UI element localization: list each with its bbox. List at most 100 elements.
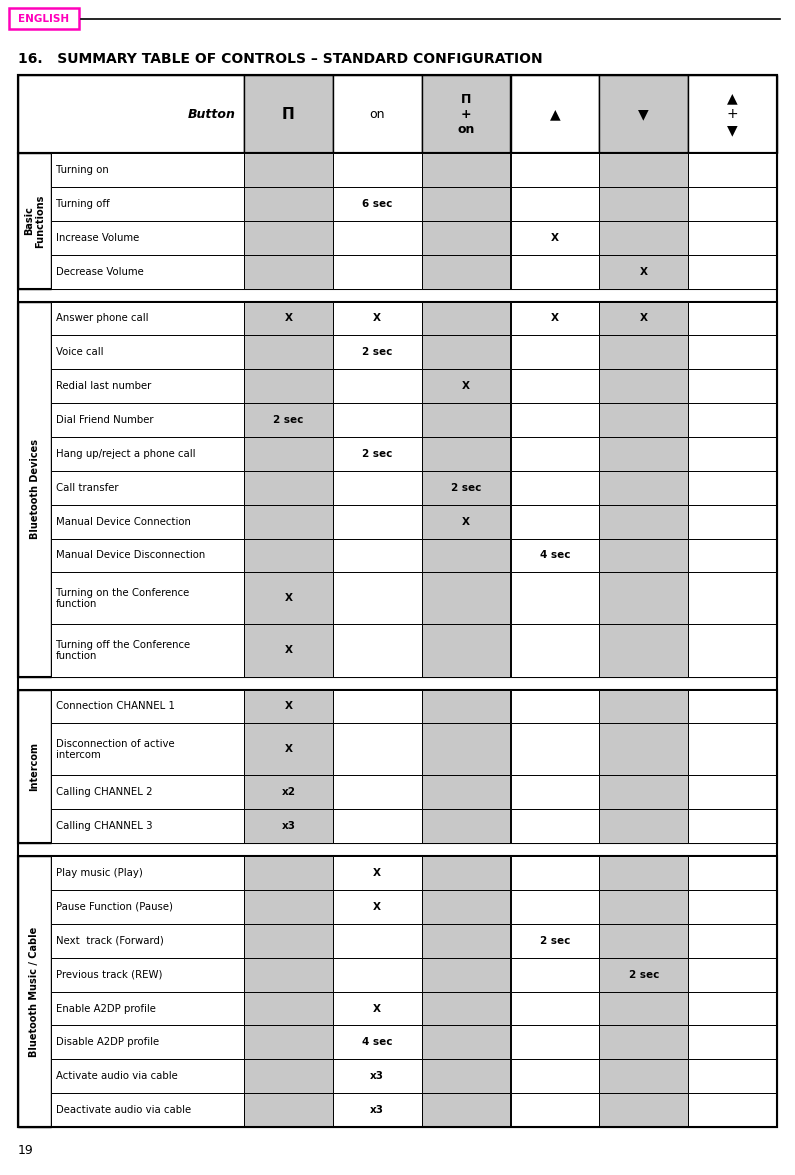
Bar (510, 369, 599, 403)
Bar (599, 1060, 688, 1093)
Text: X: X (285, 701, 293, 711)
Bar (510, 437, 599, 471)
Bar (333, 471, 421, 504)
Bar (244, 504, 333, 538)
Bar (51, 187, 244, 221)
Text: 4 sec: 4 sec (540, 550, 570, 560)
Bar (51, 221, 244, 255)
Bar (244, 810, 333, 844)
Bar (599, 187, 688, 221)
Bar (688, 255, 777, 289)
Bar (599, 572, 688, 624)
Bar (599, 369, 688, 403)
Bar (599, 776, 688, 810)
Text: Call transfer: Call transfer (56, 483, 118, 492)
Text: x3: x3 (281, 821, 296, 831)
Bar (688, 810, 777, 844)
Bar (244, 538, 333, 572)
Bar (244, 889, 333, 924)
Text: Activate audio via cable: Activate audio via cable (56, 1072, 178, 1081)
Bar (599, 255, 688, 289)
Text: 2 sec: 2 sec (629, 969, 659, 980)
Bar (333, 690, 421, 724)
Text: X: X (373, 1003, 382, 1014)
Bar (244, 776, 333, 810)
Bar (51, 857, 244, 889)
Bar (510, 776, 599, 810)
Text: 2 sec: 2 sec (273, 415, 304, 425)
Bar (244, 471, 333, 504)
Text: Turning off the Conference
function: Turning off the Conference function (56, 639, 190, 662)
Text: X: X (373, 868, 382, 878)
Bar (510, 724, 599, 776)
Bar (51, 724, 244, 776)
Bar (333, 924, 421, 958)
Bar (333, 369, 421, 403)
Text: Enable A2DP profile: Enable A2DP profile (56, 1003, 156, 1014)
Text: Play music (Play): Play music (Play) (56, 868, 143, 878)
Text: 2 sec: 2 sec (451, 483, 481, 492)
Bar (421, 403, 510, 437)
Bar (18, 857, 51, 1127)
Text: X: X (285, 645, 293, 656)
Bar (421, 302, 510, 335)
Bar (510, 403, 599, 437)
Bar (244, 255, 333, 289)
Bar (688, 889, 777, 924)
Bar (510, 153, 599, 187)
Bar (688, 958, 777, 992)
Bar (510, 1093, 599, 1127)
Text: Calling CHANNEL 2: Calling CHANNEL 2 (56, 787, 153, 798)
Text: Connection CHANNEL 1: Connection CHANNEL 1 (56, 701, 175, 711)
Bar (244, 958, 333, 992)
Bar (510, 924, 599, 958)
Bar (244, 1060, 333, 1093)
Bar (244, 369, 333, 403)
Bar (51, 1060, 244, 1093)
Bar (421, 335, 510, 369)
Bar (421, 690, 510, 724)
Bar (599, 153, 688, 187)
Bar (688, 776, 777, 810)
Bar (244, 437, 333, 471)
Bar (599, 810, 688, 844)
Bar (599, 335, 688, 369)
Bar (688, 1093, 777, 1127)
Bar (599, 302, 688, 335)
Bar (244, 924, 333, 958)
Bar (688, 153, 777, 187)
Text: on: on (370, 108, 385, 121)
Bar (244, 187, 333, 221)
Bar (510, 992, 599, 1026)
Bar (599, 924, 688, 958)
Text: X: X (285, 745, 293, 754)
Bar (510, 335, 599, 369)
Bar (18, 75, 244, 153)
Bar (510, 255, 599, 289)
Text: П: П (282, 107, 295, 121)
Bar (333, 1026, 421, 1060)
Bar (599, 724, 688, 776)
Bar (599, 221, 688, 255)
Text: 2 sec: 2 sec (362, 348, 393, 357)
Text: Turning on the Conference
function: Turning on the Conference function (56, 588, 189, 609)
Bar (510, 624, 599, 677)
Bar (421, 369, 510, 403)
Text: Hang up/reject a phone call: Hang up/reject a phone call (56, 449, 196, 459)
Bar (244, 221, 333, 255)
Bar (18, 302, 51, 677)
Bar (688, 924, 777, 958)
Text: Bluetooth Devices: Bluetooth Devices (29, 439, 40, 539)
Bar (244, 857, 333, 889)
Bar (599, 1026, 688, 1060)
Text: X: X (551, 314, 559, 323)
Bar (510, 1026, 599, 1060)
Bar (333, 857, 421, 889)
Bar (421, 538, 510, 572)
Bar (244, 572, 333, 624)
Bar (510, 221, 599, 255)
Bar (688, 624, 777, 677)
Bar (244, 690, 333, 724)
Text: X: X (373, 902, 382, 912)
Text: Decrease Volume: Decrease Volume (56, 267, 144, 276)
